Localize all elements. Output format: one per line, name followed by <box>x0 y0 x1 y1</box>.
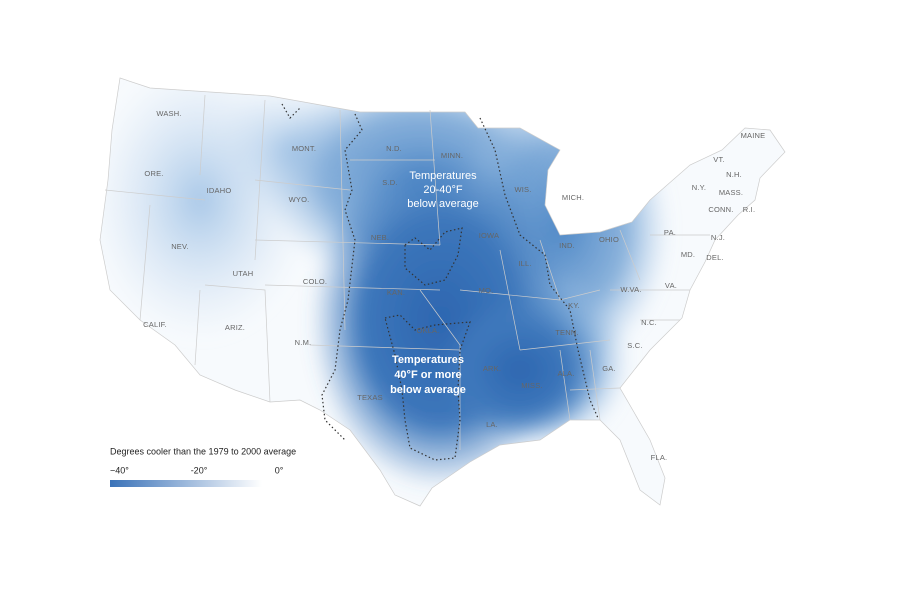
state-label: MISS. <box>521 381 542 390</box>
legend-bar <box>110 480 262 487</box>
state-label: S.D. <box>382 178 397 187</box>
legend-title: Degrees cooler than the 1979 to 2000 ave… <box>110 446 296 456</box>
legend: Degrees cooler than the 1979 to 2000 ave… <box>110 446 296 487</box>
state-label: MICH. <box>562 193 584 202</box>
state-label: VT. <box>713 155 724 164</box>
state-label: OHIO <box>599 235 619 244</box>
state-label: NEV. <box>171 242 189 251</box>
state-label: MO. <box>479 286 494 295</box>
annotation: Temperatures <box>392 354 464 366</box>
state-label: LA. <box>486 420 498 429</box>
zone-boundaries <box>281 103 599 461</box>
annotation: below average <box>390 384 466 396</box>
state-label: R.I. <box>743 205 755 214</box>
state-label: MONT. <box>292 144 316 153</box>
annotation: 40°F or more <box>394 369 461 381</box>
state-label: NEB. <box>371 233 389 242</box>
state-label: N.H. <box>726 170 742 179</box>
state-label: WASH. <box>156 109 181 118</box>
legend-label: -20° <box>191 465 208 475</box>
state-label: N.C. <box>641 318 657 327</box>
state-label: N.J. <box>711 233 725 242</box>
state-label: UTAH <box>233 269 254 278</box>
state-labels: WASH. MONT. N.D. MINN. ORE. IDAHO WYO. S… <box>143 109 765 462</box>
state-label: CONN. <box>708 205 733 214</box>
state-label: N.D. <box>386 144 402 153</box>
state-label: PA. <box>664 228 676 237</box>
state-borders <box>99 77 786 507</box>
state-label: MINN. <box>441 151 463 160</box>
annotations: Temperatures 20-40°F below average Tempe… <box>390 170 479 396</box>
state-label: N.M. <box>295 338 312 347</box>
annotation: Temperatures <box>409 170 477 182</box>
legend-label: 0° <box>275 465 284 475</box>
state-label: ALA. <box>557 369 574 378</box>
state-label: ARIZ. <box>225 323 245 332</box>
state-label: IOWA <box>479 231 500 240</box>
state-label: TENN. <box>555 328 579 337</box>
state-label: COLO. <box>303 277 327 286</box>
state-label: VA. <box>665 281 677 290</box>
annotation: 20-40°F <box>423 184 463 196</box>
state-label: GA. <box>602 364 616 373</box>
state-label: ORE. <box>144 169 163 178</box>
state-label: IDAHO <box>207 186 232 195</box>
state-label: ARK. <box>483 364 501 373</box>
state-label: N.Y. <box>692 183 706 192</box>
state-label: OKLA. <box>416 326 439 335</box>
state-label: W.VA. <box>620 285 641 294</box>
state-label: DEL. <box>706 253 723 262</box>
state-label: MASS. <box>719 188 743 197</box>
state-label: KAN. <box>387 288 405 297</box>
state-label: MAINE <box>741 131 766 140</box>
state-label: TEXAS <box>357 393 383 402</box>
state-label: WYO. <box>289 195 310 204</box>
state-label: MD. <box>681 250 695 259</box>
state-label: CALIF. <box>143 320 167 329</box>
state-label: WIS. <box>514 185 531 194</box>
legend-label: −40° <box>110 465 129 475</box>
state-label: ILL. <box>518 259 531 268</box>
annotation: below average <box>407 198 479 210</box>
state-label: KY. <box>568 301 580 310</box>
state-label: IND. <box>559 241 575 250</box>
state-label: FLA. <box>651 453 668 462</box>
state-label: S.C. <box>627 341 642 350</box>
